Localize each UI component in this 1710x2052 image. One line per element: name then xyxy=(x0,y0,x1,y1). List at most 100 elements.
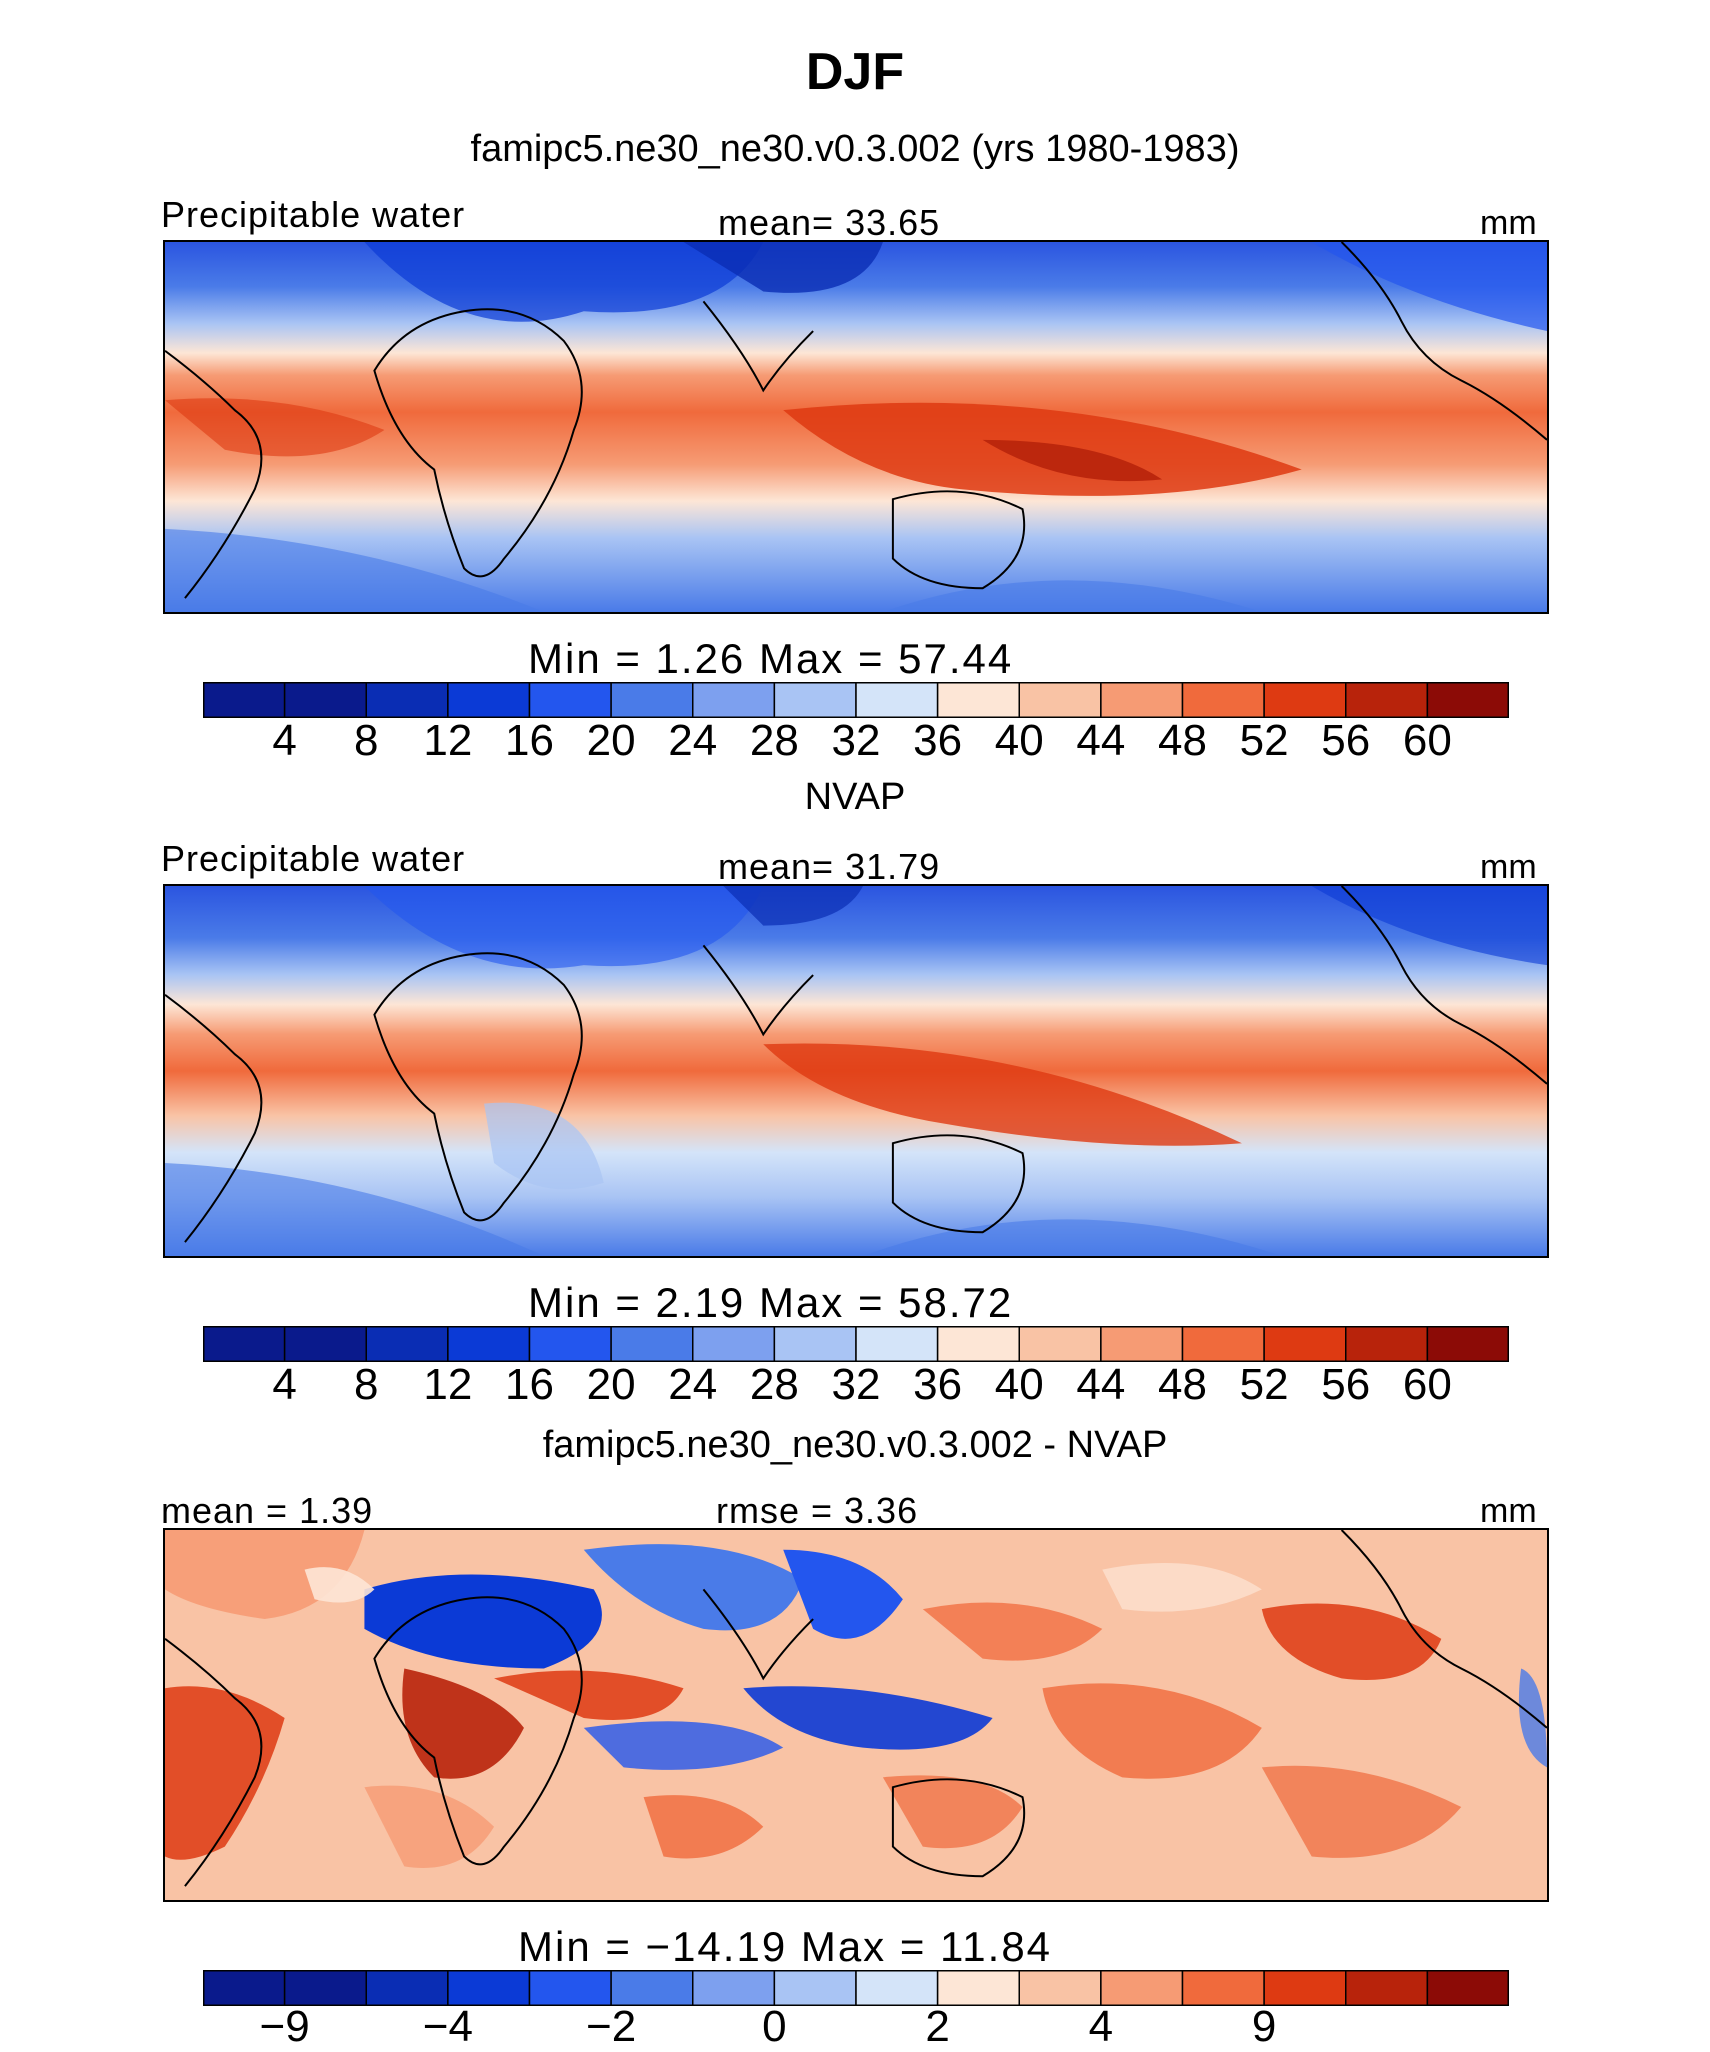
panel-3-map xyxy=(163,1528,1549,1902)
colorbar-swatch xyxy=(1345,1970,1429,2006)
colorbar-tick-label: 2 xyxy=(925,2002,950,2051)
colorbar-swatch xyxy=(1263,682,1347,718)
colorbar-outline xyxy=(203,1326,1509,1362)
colorbar-tick-label: 9 xyxy=(1251,2002,1277,2051)
colorbar-swatch xyxy=(936,682,1020,718)
colorbar-swatch xyxy=(855,682,939,718)
panel-1-colorbar xyxy=(203,682,1509,718)
colorbar-swatch xyxy=(610,1326,694,1362)
panel-2-mean-label: mean= 31.79 xyxy=(718,846,941,887)
colorbar-swatch xyxy=(447,1970,531,2006)
colorbar-tick-label: 40 xyxy=(994,1360,1044,1409)
colorbar-tick-label: 32 xyxy=(831,1360,881,1409)
panel-2-colorbar xyxy=(203,1326,1509,1362)
colorbar-swatch xyxy=(1345,682,1429,718)
colorbar-tick-label: −4 xyxy=(422,2002,473,2051)
panel-2-variable-label: Precipitable water xyxy=(161,838,466,879)
colorbar-swatch xyxy=(1181,1970,1265,2006)
colorbar-outline xyxy=(203,682,1509,718)
colorbar-swatch xyxy=(692,1326,776,1362)
colorbar-tick-label: −9 xyxy=(259,2002,310,2051)
panel-2-units-label: mm xyxy=(1480,848,1537,886)
colorbar-swatch xyxy=(283,1970,367,2006)
colorbar-swatch xyxy=(610,1970,694,2006)
colorbar-swatch xyxy=(283,1326,367,1362)
panel-2-colorbar-ticks: 4 8 12 16 20 24 28 32 36 40 44 48 52 56 60 xyxy=(0,1360,1710,1416)
panel-2-minmax: Min = 2.19 Max = 58.72 xyxy=(528,1279,1014,1326)
colorbar-swatch xyxy=(936,1326,1020,1362)
colorbar-swatch xyxy=(1181,1326,1265,1362)
colorbar-swatch xyxy=(1018,1326,1102,1362)
colorbar-tick-label: 16 xyxy=(505,716,554,765)
panel-3-colorbar-ticks: −9 −4 −2 0 2 4 9 xyxy=(0,2002,1710,2051)
panel-3-units-label: mm xyxy=(1480,1492,1537,1530)
colorbar-tick-label: 48 xyxy=(1158,1360,1207,1409)
colorbar-tick-label: 28 xyxy=(749,1360,799,1409)
colorbar-tick-label: 12 xyxy=(423,1360,473,1409)
colorbar-swatch xyxy=(528,1970,612,2006)
colorbar-swatch xyxy=(855,1970,939,2006)
panel-3-mean-label: mean = 1.39 xyxy=(161,1490,374,1531)
panel-1-units-label: mm xyxy=(1480,204,1537,242)
panel-3-colorbar xyxy=(203,1970,1509,2006)
panel-1-colorbar-ticks: 4 8 12 16 20 24 28 32 36 40 44 48 52 56 60 xyxy=(0,716,1710,772)
colorbar-swatch xyxy=(203,1326,286,1362)
colorbar-tick-label: 8 xyxy=(354,1360,379,1409)
colorbar-tick-label: 16 xyxy=(505,1360,554,1409)
colorbar-swatch xyxy=(203,1970,286,2006)
colorbar-tick-label: 60 xyxy=(1402,1360,1452,1409)
colorbar-swatch xyxy=(1263,1326,1347,1362)
colorbar-tick-label: 8 xyxy=(354,716,379,765)
colorbar-swatch xyxy=(936,1970,1020,2006)
figure-title: DJF xyxy=(805,43,905,101)
colorbar-tick-label: 24 xyxy=(668,1360,718,1409)
colorbar-tick-label: 4 xyxy=(272,1360,297,1409)
colorbar-swatch xyxy=(1426,1970,1509,2006)
colorbar-tick-label: 48 xyxy=(1158,716,1207,765)
colorbar-swatch xyxy=(1100,1970,1184,2006)
panel-1-minmax: Min = 1.26 Max = 57.44 xyxy=(528,635,1014,682)
colorbar-swatch xyxy=(365,1326,449,1362)
colorbar-swatch xyxy=(447,682,531,718)
panel-2-map xyxy=(163,884,1549,1258)
panel-2-subtitle: NVAP xyxy=(804,776,906,818)
colorbar-swatch xyxy=(528,682,612,718)
colorbar-tick-label: 28 xyxy=(749,716,799,765)
panel-1-map xyxy=(163,240,1549,614)
colorbar-swatch xyxy=(203,682,286,718)
colorbar-tick-label: 24 xyxy=(668,716,718,765)
panel-1-variable-label: Precipitable water xyxy=(161,194,466,235)
colorbar-swatch xyxy=(692,682,776,718)
colorbar-swatch xyxy=(1100,1326,1184,1362)
colorbar-tick-label: 20 xyxy=(586,716,636,765)
colorbar-tick-label: 40 xyxy=(994,716,1044,765)
colorbar-swatch xyxy=(1426,1326,1509,1362)
colorbar-tick-label: 4 xyxy=(1088,2002,1114,2051)
colorbar-swatch xyxy=(365,682,449,718)
colorbar-swatch xyxy=(773,682,857,718)
panel-1-subtitle: famipc5.ne30_ne30.v0.3.002 (yrs 1980-198… xyxy=(470,128,1240,170)
colorbar-tick-label: 56 xyxy=(1321,1360,1371,1409)
colorbar-swatch xyxy=(773,1970,857,2006)
colorbar-tick-label: 36 xyxy=(913,1360,963,1409)
colorbar-swatch xyxy=(447,1326,531,1362)
colorbar-swatch xyxy=(855,1326,939,1362)
colorbar-swatch xyxy=(1345,1326,1429,1362)
colorbar-tick-label: 32 xyxy=(831,716,881,765)
colorbar-swatch xyxy=(1263,1970,1347,2006)
colorbar-swatch xyxy=(610,682,694,718)
colorbar-tick-label: 44 xyxy=(1076,716,1126,765)
colorbar-swatch xyxy=(773,1326,857,1362)
colorbar-tick-label: 0 xyxy=(762,2002,787,2051)
colorbar-swatch xyxy=(365,1970,449,2006)
colorbar-tick-label: 4 xyxy=(272,716,297,765)
panel-3-subtitle: famipc5.ne30_ne30.v0.3.002 - NVAP xyxy=(542,1424,1168,1466)
colorbar-swatch xyxy=(283,682,367,718)
colorbar-outline xyxy=(203,1970,1509,2006)
panel-3-minmax: Min = −14.19 Max = 11.84 xyxy=(518,1923,1053,1970)
colorbar-swatch xyxy=(528,1326,612,1362)
colorbar-swatch xyxy=(1100,682,1184,718)
colorbar-tick-label: 56 xyxy=(1321,716,1371,765)
colorbar-swatch xyxy=(1181,682,1265,718)
colorbar-swatch xyxy=(692,1970,776,2006)
